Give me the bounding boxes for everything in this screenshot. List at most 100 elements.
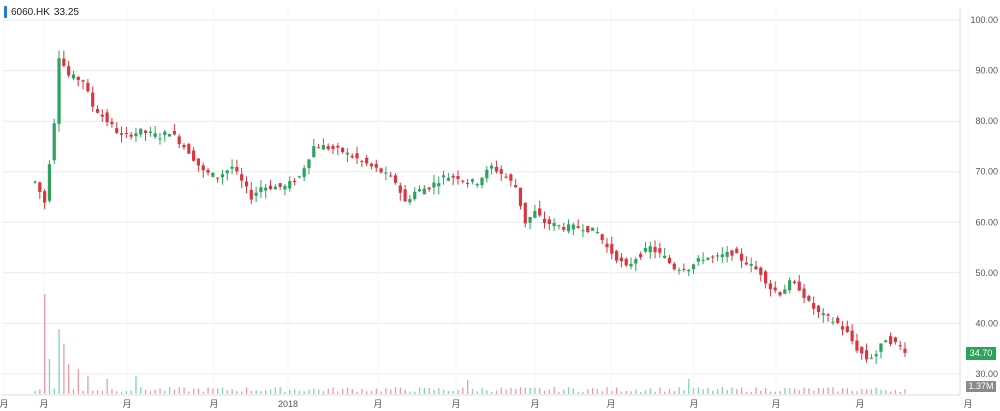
candle-body — [557, 225, 561, 227]
candle-body — [110, 121, 114, 125]
candle-body — [706, 257, 710, 260]
ticker-price: 33.25 — [53, 6, 79, 18]
candle-body — [547, 219, 551, 225]
candle-body — [634, 259, 638, 264]
candle-body — [398, 185, 402, 193]
candle-body — [629, 263, 633, 267]
volume-bar — [414, 391, 416, 394]
candle-body — [302, 168, 306, 177]
volume-bar — [231, 389, 233, 394]
volume-bar — [505, 389, 507, 394]
x-axis-tick-labels: 月 月 月 月 2018 月 月 月 月 月 月 月 月 — [0, 399, 973, 409]
volume-bar — [144, 389, 147, 394]
volume-bar — [789, 388, 791, 394]
volume-bar — [567, 387, 570, 394]
volume-bar — [245, 387, 248, 394]
candle-body — [201, 165, 205, 171]
volume-bar — [269, 389, 272, 394]
candle-body — [167, 134, 172, 137]
candle-body — [461, 180, 465, 182]
candle-body — [888, 336, 893, 344]
volume-bar — [351, 388, 353, 394]
volume-bar — [58, 329, 60, 394]
volume-bar — [784, 388, 786, 394]
candle-body — [518, 187, 523, 206]
volume-bar — [591, 388, 594, 394]
volume-bar — [255, 390, 257, 394]
candle-body — [413, 191, 417, 200]
volume-bar — [120, 391, 123, 394]
volume-bar — [433, 390, 435, 394]
candle-body — [249, 189, 253, 200]
volume-bar — [500, 387, 502, 394]
candle-body — [350, 155, 354, 158]
candle-body — [365, 157, 369, 164]
volume-bar — [491, 391, 493, 394]
candle-body — [57, 58, 61, 124]
volume-bar — [822, 388, 824, 394]
volume-bar — [303, 391, 305, 394]
x-tick-label: 月 — [689, 399, 698, 409]
volume-bar — [111, 388, 113, 394]
volume-bar — [635, 389, 637, 394]
candle-body — [874, 354, 878, 357]
volume-bar — [375, 388, 377, 394]
volume-bar — [745, 391, 748, 394]
volume-bar — [712, 390, 714, 394]
candle-body — [773, 287, 777, 291]
y-tick-label: 80.00 — [975, 116, 998, 126]
volume-bar — [596, 388, 599, 394]
volume-bar — [34, 390, 36, 394]
candle-body — [667, 257, 672, 264]
x-tick-label: 月 — [209, 399, 218, 409]
volume-bar — [356, 391, 358, 394]
candle-body — [807, 296, 811, 301]
candle-body — [845, 326, 849, 333]
volume-bar — [702, 389, 704, 394]
volume-bar — [457, 389, 459, 394]
candle-body — [331, 145, 335, 150]
volume-bar — [846, 388, 849, 394]
candle-body — [764, 271, 768, 284]
candle-body — [336, 145, 340, 148]
candle-body — [316, 147, 321, 149]
volume-bar — [96, 390, 99, 394]
volume-bar — [370, 390, 373, 394]
volume-bar — [755, 387, 757, 394]
candle-body — [586, 226, 590, 232]
candle-body — [177, 136, 181, 145]
volume-bar — [510, 387, 512, 394]
candle-body — [417, 189, 422, 192]
candle-body — [778, 292, 782, 296]
volume-bar — [361, 388, 363, 394]
candle-body — [163, 131, 167, 136]
volume-bar — [740, 387, 743, 394]
candle-body — [220, 174, 225, 178]
volume-bar — [317, 389, 320, 394]
candle-body — [739, 253, 744, 261]
volume-bar — [183, 387, 185, 394]
volume-bar — [611, 390, 613, 394]
candle-body — [100, 114, 104, 117]
x-tick-label: 2018 — [278, 399, 298, 409]
candle-body — [67, 66, 71, 76]
candle-body — [81, 80, 85, 82]
y-tick-label: 70.00 — [975, 167, 998, 177]
volume-bar — [207, 387, 209, 394]
volume-bar — [495, 390, 498, 394]
volume-bar — [442, 389, 445, 394]
volume-bar — [399, 387, 402, 394]
candle-body — [47, 164, 52, 201]
volume-bar — [861, 389, 863, 394]
candle-body — [451, 175, 455, 178]
volume-bar — [851, 390, 853, 394]
candle-body — [369, 163, 374, 167]
candle-body — [292, 180, 297, 183]
x-tick-label: 月 — [122, 399, 131, 409]
volume-bar — [856, 391, 858, 394]
volume-bar — [885, 390, 887, 394]
volume-bar — [77, 369, 79, 394]
volume-bar — [44, 294, 46, 394]
x-tick-label: 月 — [771, 399, 780, 409]
